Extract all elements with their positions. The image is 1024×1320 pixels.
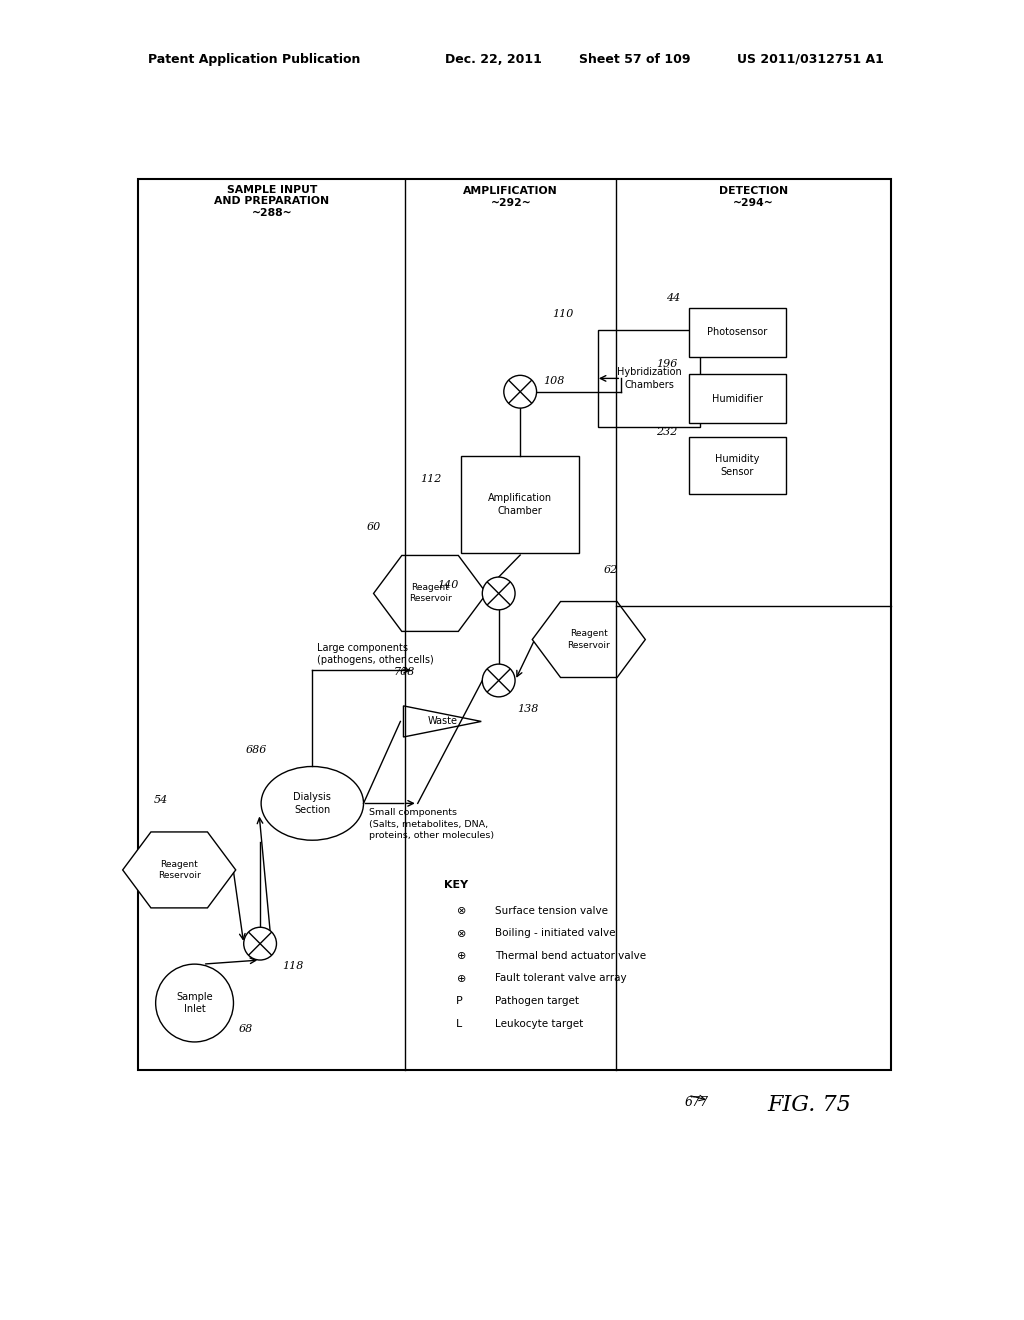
Text: 54: 54 [154, 795, 168, 805]
Polygon shape [532, 602, 645, 677]
FancyBboxPatch shape [138, 178, 891, 1069]
FancyBboxPatch shape [461, 455, 580, 553]
Text: 768: 768 [393, 668, 415, 677]
Text: SAMPLE INPUT
AND PREPARATION
~288~: SAMPLE INPUT AND PREPARATION ~288~ [214, 185, 330, 218]
Text: P: P [456, 997, 463, 1006]
Text: Fault tolerant valve array: Fault tolerant valve array [495, 973, 627, 983]
Text: 140: 140 [437, 581, 459, 590]
Text: KEY: KEY [443, 880, 468, 890]
Text: Patent Application Publication: Patent Application Publication [148, 53, 360, 66]
Text: $\otimes$: $\otimes$ [456, 906, 466, 916]
Text: $\oplus$: $\oplus$ [456, 950, 466, 961]
Text: Amplification
Chamber: Amplification Chamber [488, 494, 552, 516]
Circle shape [482, 664, 515, 697]
Text: Sample
Inlet: Sample Inlet [176, 991, 213, 1014]
Polygon shape [123, 832, 236, 908]
Text: Dialysis
Section: Dialysis Section [294, 792, 331, 814]
Polygon shape [374, 556, 486, 631]
Text: Surface tension valve: Surface tension valve [495, 906, 607, 916]
Text: 44: 44 [666, 293, 680, 302]
Text: Small components
(Salts, metabolites, DNA,
proteins, other molecules): Small components (Salts, metabolites, DN… [369, 808, 494, 840]
Text: 62: 62 [604, 565, 618, 576]
Text: 138: 138 [517, 704, 539, 714]
Text: 677: 677 [684, 1096, 709, 1109]
Text: 60: 60 [367, 521, 381, 532]
Circle shape [244, 927, 276, 960]
Text: 196: 196 [655, 359, 677, 370]
Circle shape [482, 577, 515, 610]
Text: 108: 108 [543, 376, 564, 387]
Text: $\oplus$: $\oplus$ [456, 973, 466, 983]
Text: Reagent
Reservoir: Reagent Reservoir [567, 630, 610, 649]
Text: L: L [456, 1019, 462, 1028]
Text: Boiling - initiated valve: Boiling - initiated valve [495, 928, 615, 939]
Ellipse shape [261, 767, 364, 841]
Circle shape [156, 964, 233, 1041]
FancyBboxPatch shape [688, 308, 786, 356]
Polygon shape [403, 706, 481, 737]
Text: 68: 68 [239, 1023, 253, 1034]
Text: Hybridization
Chambers: Hybridization Chambers [616, 367, 682, 389]
Text: AMPLIFICATION
~292~: AMPLIFICATION ~292~ [464, 186, 558, 209]
Text: 118: 118 [283, 961, 304, 972]
FancyBboxPatch shape [688, 375, 786, 424]
Text: Large components
(pathogens, other cells): Large components (pathogens, other cells… [317, 643, 434, 665]
Text: Humidifier: Humidifier [712, 393, 763, 404]
Text: FIG. 75: FIG. 75 [767, 1094, 851, 1117]
Text: Photosensor: Photosensor [708, 327, 767, 338]
Text: Thermal bend actuator valve: Thermal bend actuator valve [495, 950, 646, 961]
Text: Reagent
Reservoir: Reagent Reservoir [158, 859, 201, 880]
Text: Leukocyte target: Leukocyte target [495, 1019, 583, 1028]
Text: 112: 112 [421, 474, 441, 483]
Text: Dec. 22, 2011: Dec. 22, 2011 [445, 53, 543, 66]
Text: 232: 232 [655, 428, 677, 437]
Text: Reagent
Reservoir: Reagent Reservoir [409, 583, 452, 603]
Text: Pathogen target: Pathogen target [495, 997, 579, 1006]
Text: 686: 686 [246, 744, 267, 755]
Text: DETECTION
~294~: DETECTION ~294~ [719, 186, 788, 209]
Text: Humidity
Sensor: Humidity Sensor [715, 454, 760, 477]
Text: 110: 110 [552, 309, 573, 319]
Text: US 2011/0312751 A1: US 2011/0312751 A1 [737, 53, 884, 66]
Text: Waste: Waste [427, 717, 458, 726]
Circle shape [504, 375, 537, 408]
Text: $\otimes$: $\otimes$ [456, 928, 466, 939]
FancyBboxPatch shape [598, 330, 700, 428]
FancyBboxPatch shape [688, 437, 786, 494]
Text: Sheet 57 of 109: Sheet 57 of 109 [579, 53, 690, 66]
